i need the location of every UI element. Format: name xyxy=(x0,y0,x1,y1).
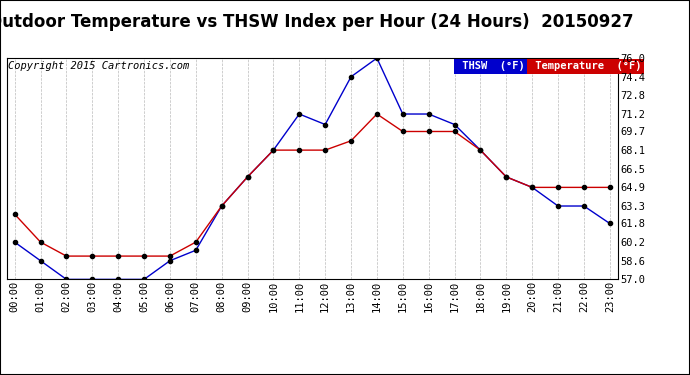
Text: Temperature  (°F): Temperature (°F) xyxy=(529,62,642,72)
Text: THSW  (°F): THSW (°F) xyxy=(455,62,524,72)
Text: Copyright 2015 Cartronics.com: Copyright 2015 Cartronics.com xyxy=(8,62,189,72)
Text: Outdoor Temperature vs THSW Index per Hour (24 Hours)  20150927: Outdoor Temperature vs THSW Index per Ho… xyxy=(0,13,633,31)
